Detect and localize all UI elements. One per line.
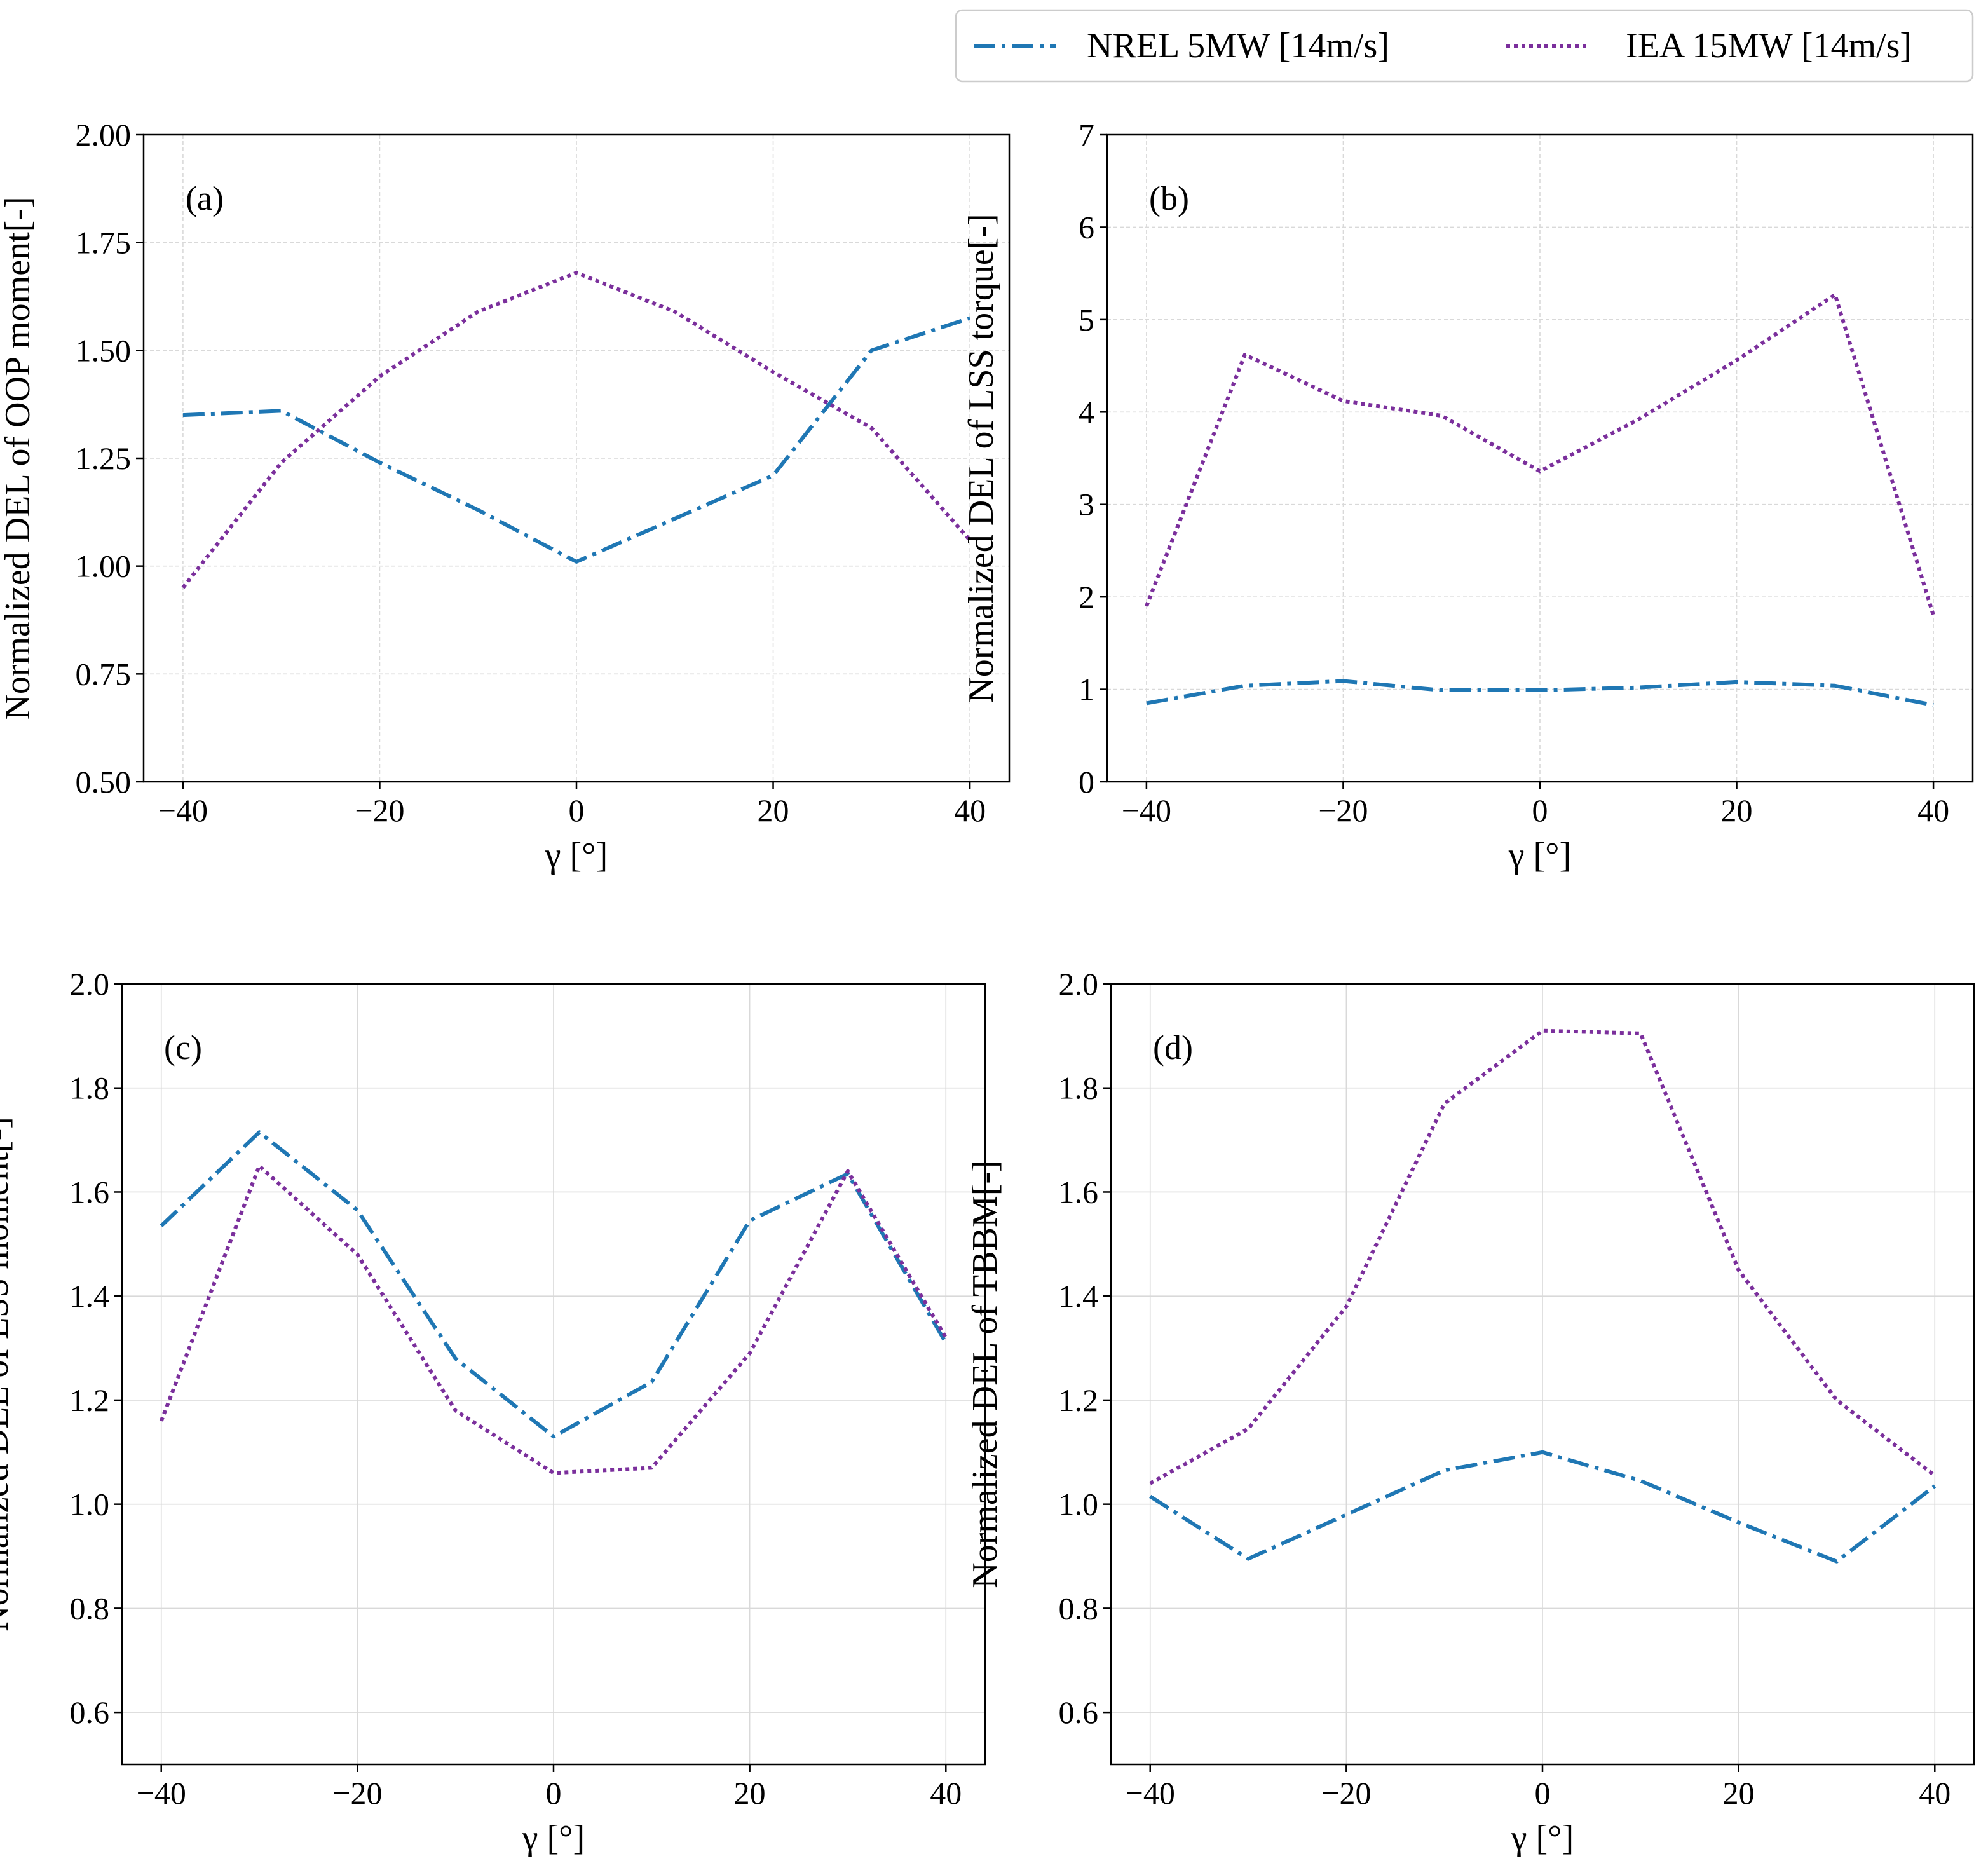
- y-tick-label-d-2: 1.0: [1059, 1487, 1099, 1522]
- y-tick-label-d-1: 0.8: [1059, 1590, 1099, 1626]
- y-tick-label-d-4: 1.4: [1059, 1278, 1099, 1314]
- x-tick-label-c-1: −20: [332, 1775, 382, 1811]
- y-tick-label-d-3: 1.2: [1059, 1382, 1099, 1418]
- y-tick-label-c-4: 1.4: [70, 1278, 110, 1314]
- x-tick-label-c-2: 0: [546, 1775, 562, 1811]
- series-line-d-nrel: [1149, 1450, 1937, 1564]
- x-tick-label-a-4: 40: [954, 793, 986, 828]
- y-tick-label-d-0: 0.6: [1059, 1694, 1099, 1730]
- x-tick-label-b-4: 40: [1917, 793, 1949, 828]
- y-tick-label-b-7: 7: [1079, 117, 1094, 153]
- x-tick-label-a-1: −20: [355, 793, 404, 828]
- y-axis-title-d: Normalized DEL of TBBM[-]: [965, 1160, 1005, 1588]
- y-tick-label-a-0: 0.50: [76, 764, 132, 800]
- y-tick-label-b-1: 1: [1079, 672, 1094, 707]
- y-tick-label-a-6: 2.00: [76, 117, 132, 153]
- legend-label-iea: IEA 15MW [14m/s]: [1626, 26, 1912, 65]
- x-tick-label-d-3: 20: [1723, 1775, 1755, 1811]
- y-axis-title-b: Normalized DEL of LSS torque[-]: [962, 214, 1001, 702]
- x-tick-label-d-2: 0: [1535, 1775, 1551, 1811]
- panel-label-b: (b): [1149, 179, 1189, 217]
- y-tick-label-a-4: 1.50: [76, 332, 132, 368]
- series-line-b-iea: [1145, 292, 1935, 617]
- legend-frame: [955, 9, 1974, 83]
- x-axis-title-a: γ [°]: [545, 836, 608, 875]
- panel-label-c: (c): [164, 1028, 202, 1067]
- series-line-a-iea: [181, 271, 972, 589]
- legend: NREL 5MW [14m/s] IEA 15MW [14m/s]: [955, 9, 1974, 83]
- y-tick-label-a-1: 0.75: [76, 656, 132, 692]
- y-tick-label-c-6: 1.8: [70, 1070, 110, 1106]
- legend-label-nrel: NREL 5MW [14m/s]: [1087, 26, 1389, 65]
- y-tick-label-d-6: 1.8: [1059, 1070, 1099, 1106]
- y-tick-label-b-0: 0: [1079, 764, 1094, 800]
- panel-label-a: (a): [186, 179, 224, 217]
- panel-label-d: (d): [1153, 1028, 1193, 1067]
- x-tick-label-d-4: 40: [1919, 1775, 1951, 1811]
- x-axis-title-c: γ [°]: [522, 1818, 585, 1858]
- y-tick-label-b-3: 3: [1079, 487, 1094, 522]
- y-tick-label-c-2: 1.0: [70, 1487, 110, 1522]
- series-line-a-nrel: [182, 316, 971, 564]
- y-tick-label-c-0: 0.6: [70, 1694, 110, 1730]
- x-tick-label-d-1: −20: [1321, 1775, 1371, 1811]
- x-axis-title-b: γ [°]: [1508, 836, 1571, 875]
- x-tick-label-a-2: 0: [569, 793, 585, 828]
- y-tick-label-a-3: 1.25: [76, 440, 132, 476]
- y-tick-label-c-7: 2.0: [70, 966, 110, 1002]
- x-tick-label-a-0: −40: [158, 793, 208, 828]
- series-line-c-iea: [159, 1164, 948, 1475]
- y-tick-label-c-3: 1.2: [70, 1382, 110, 1418]
- panel-b: −40 −20 0 20 40 0 1 2 3 4 5 6 7 γ [°] Normalized DEL o…: [962, 117, 1974, 875]
- y-tick-label-c-5: 1.6: [70, 1174, 110, 1210]
- y-tick-label-c-1: 0.8: [70, 1590, 110, 1626]
- series-line-b-nrel: [1146, 679, 1934, 707]
- x-tick-label-b-3: 20: [1721, 793, 1753, 828]
- x-tick-label-c-0: −40: [137, 1775, 186, 1811]
- y-tick-label-a-5: 1.75: [76, 225, 132, 261]
- y-tick-label-d-7: 2.0: [1059, 966, 1099, 1002]
- x-tick-label-d-0: −40: [1126, 1775, 1175, 1811]
- y-tick-label-d-5: 1.6: [1059, 1174, 1099, 1210]
- y-tick-label-b-5: 5: [1079, 302, 1094, 338]
- y-tick-label-b-4: 4: [1079, 394, 1094, 430]
- x-tick-label-a-3: 20: [758, 793, 789, 828]
- x-tick-label-b-1: −20: [1318, 793, 1368, 828]
- panel-c: −40 −20 0 20 40 0.6 0.8 1.0 1.2 1.4 1.6 1.8 2.0 γ [°]…: [0, 966, 986, 1858]
- y-tick-label-a-2: 1.00: [76, 549, 132, 584]
- panel-a: −40 −20 0 20 40 0.50 0.75 1.00 1.25 1.50 1.75 2.00 γ…: [0, 117, 1011, 875]
- series-line-c-nrel: [160, 1130, 948, 1439]
- y-tick-label-b-2: 2: [1079, 579, 1094, 615]
- y-axis-title-c: Normalized DEL of LSS moment[-]: [0, 1117, 16, 1632]
- y-axis-title-a: Normalized DEL of OOP moment[-]: [0, 196, 37, 719]
- panel-d: −40 −20 0 20 40 0.6 0.8 1.0 1.2 1.4 1.6 1.8 2.0 γ [°]…: [965, 966, 1975, 1858]
- y-tick-label-b-6: 6: [1079, 209, 1094, 245]
- x-tick-label-b-2: 0: [1532, 793, 1548, 828]
- x-axis-title-d: γ [°]: [1511, 1818, 1574, 1858]
- x-tick-label-c-4: 40: [930, 1775, 962, 1811]
- x-tick-label-b-0: −40: [1122, 793, 1171, 828]
- x-tick-label-c-3: 20: [734, 1775, 766, 1811]
